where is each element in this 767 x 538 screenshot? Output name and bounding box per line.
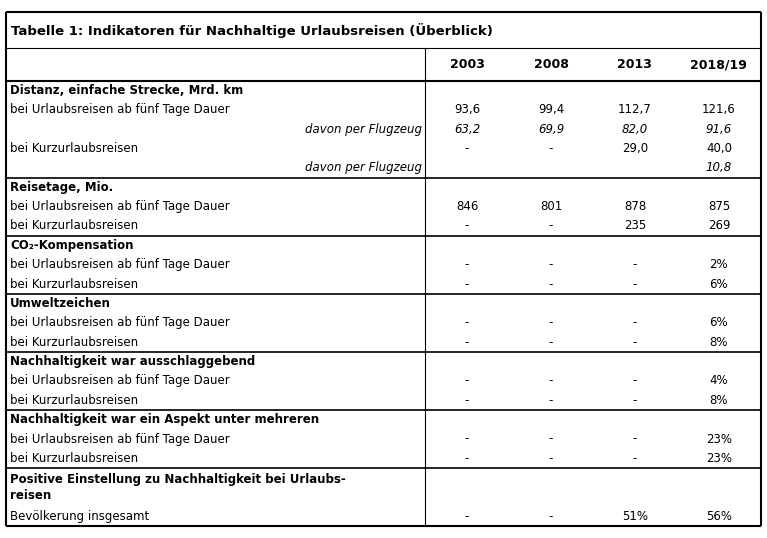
Text: bei Urlaubsreisen ab fünf Tage Dauer: bei Urlaubsreisen ab fünf Tage Dauer bbox=[10, 103, 230, 116]
Text: -: - bbox=[633, 336, 637, 349]
Text: -: - bbox=[548, 278, 553, 291]
Text: davon per Flugzeug: davon per Flugzeug bbox=[305, 161, 422, 174]
Text: -: - bbox=[465, 220, 469, 232]
Text: Nachhaltigkeit war ausschlaggebend: Nachhaltigkeit war ausschlaggebend bbox=[10, 355, 255, 368]
Text: -: - bbox=[548, 452, 553, 465]
Text: -: - bbox=[465, 510, 469, 523]
Text: -: - bbox=[465, 336, 469, 349]
Text: 6%: 6% bbox=[709, 316, 728, 329]
Text: 112,7: 112,7 bbox=[618, 103, 652, 116]
Text: -: - bbox=[465, 394, 469, 407]
Text: -: - bbox=[465, 433, 469, 445]
Text: -: - bbox=[548, 220, 553, 232]
Text: 2018/19: 2018/19 bbox=[690, 58, 747, 71]
Text: bei Kurzurlaubsreisen: bei Kurzurlaubsreisen bbox=[10, 336, 138, 349]
Text: 8%: 8% bbox=[709, 336, 728, 349]
Text: 69,9: 69,9 bbox=[538, 123, 564, 136]
Text: bei Urlaubsreisen ab fünf Tage Dauer: bei Urlaubsreisen ab fünf Tage Dauer bbox=[10, 200, 230, 213]
Text: 121,6: 121,6 bbox=[702, 103, 736, 116]
Text: bei Kurzurlaubsreisen: bei Kurzurlaubsreisen bbox=[10, 278, 138, 291]
Text: bei Kurzurlaubsreisen: bei Kurzurlaubsreisen bbox=[10, 220, 138, 232]
Text: 6%: 6% bbox=[709, 278, 728, 291]
Text: 878: 878 bbox=[624, 200, 646, 213]
Text: 23%: 23% bbox=[706, 452, 732, 465]
Text: 56%: 56% bbox=[706, 510, 732, 523]
Text: 2008: 2008 bbox=[534, 58, 568, 71]
Text: -: - bbox=[633, 374, 637, 387]
Text: -: - bbox=[633, 394, 637, 407]
Text: 29,0: 29,0 bbox=[622, 142, 648, 155]
Text: 2013: 2013 bbox=[617, 58, 653, 71]
Text: bei Urlaubsreisen ab fünf Tage Dauer: bei Urlaubsreisen ab fünf Tage Dauer bbox=[10, 433, 230, 445]
Text: 40,0: 40,0 bbox=[706, 142, 732, 155]
Text: bei Kurzurlaubsreisen: bei Kurzurlaubsreisen bbox=[10, 452, 138, 465]
Text: 82,0: 82,0 bbox=[622, 123, 648, 136]
Text: -: - bbox=[465, 452, 469, 465]
Text: davon per Flugzeug: davon per Flugzeug bbox=[305, 123, 422, 136]
Text: Nachhaltigkeit war ein Aspekt unter mehreren: Nachhaltigkeit war ein Aspekt unter mehr… bbox=[10, 413, 319, 426]
Text: 10,8: 10,8 bbox=[706, 161, 732, 174]
Text: -: - bbox=[548, 433, 553, 445]
Text: -: - bbox=[548, 336, 553, 349]
Text: -: - bbox=[548, 316, 553, 329]
Text: -: - bbox=[465, 258, 469, 271]
Text: 875: 875 bbox=[708, 200, 730, 213]
Text: 4%: 4% bbox=[709, 374, 728, 387]
Text: -: - bbox=[465, 374, 469, 387]
Text: -: - bbox=[548, 374, 553, 387]
Text: 51%: 51% bbox=[622, 510, 648, 523]
Text: Bevölkerung insgesamt: Bevölkerung insgesamt bbox=[10, 510, 150, 523]
Text: -: - bbox=[465, 316, 469, 329]
Text: -: - bbox=[548, 394, 553, 407]
Text: Umweltzeichen: Umweltzeichen bbox=[10, 297, 111, 310]
Text: CO₂-Kompensation: CO₂-Kompensation bbox=[10, 239, 133, 252]
Text: bei Urlaubsreisen ab fünf Tage Dauer: bei Urlaubsreisen ab fünf Tage Dauer bbox=[10, 316, 230, 329]
Text: -: - bbox=[633, 316, 637, 329]
Text: 801: 801 bbox=[540, 200, 562, 213]
Text: Tabelle 1: Indikatoren für Nachhaltige Urlaubsreisen (Überblick): Tabelle 1: Indikatoren für Nachhaltige U… bbox=[11, 23, 492, 38]
Text: bei Kurzurlaubsreisen: bei Kurzurlaubsreisen bbox=[10, 142, 138, 155]
Text: 99,4: 99,4 bbox=[538, 103, 564, 116]
Text: -: - bbox=[633, 433, 637, 445]
Text: 235: 235 bbox=[624, 220, 646, 232]
Text: -: - bbox=[633, 452, 637, 465]
Text: 93,6: 93,6 bbox=[454, 103, 480, 116]
Text: 91,6: 91,6 bbox=[706, 123, 732, 136]
Text: reisen: reisen bbox=[10, 489, 51, 501]
Text: Positive Einstellung zu Nachhaltigkeit bei Urlaubs-: Positive Einstellung zu Nachhaltigkeit b… bbox=[10, 473, 346, 486]
Text: -: - bbox=[548, 258, 553, 271]
Text: 846: 846 bbox=[456, 200, 478, 213]
Text: 2003: 2003 bbox=[449, 58, 485, 71]
Text: -: - bbox=[633, 258, 637, 271]
Text: 23%: 23% bbox=[706, 433, 732, 445]
Text: -: - bbox=[548, 510, 553, 523]
Text: bei Urlaubsreisen ab fünf Tage Dauer: bei Urlaubsreisen ab fünf Tage Dauer bbox=[10, 374, 230, 387]
Text: -: - bbox=[633, 278, 637, 291]
Text: Reisetage, Mio.: Reisetage, Mio. bbox=[10, 181, 114, 194]
Text: bei Urlaubsreisen ab fünf Tage Dauer: bei Urlaubsreisen ab fünf Tage Dauer bbox=[10, 258, 230, 271]
Text: -: - bbox=[548, 142, 553, 155]
Text: 63,2: 63,2 bbox=[454, 123, 480, 136]
Text: Distanz, einfache Strecke, Mrd. km: Distanz, einfache Strecke, Mrd. km bbox=[10, 84, 243, 97]
Text: bei Kurzurlaubsreisen: bei Kurzurlaubsreisen bbox=[10, 394, 138, 407]
Text: -: - bbox=[465, 278, 469, 291]
Text: 269: 269 bbox=[708, 220, 730, 232]
Text: 2%: 2% bbox=[709, 258, 728, 271]
Text: 8%: 8% bbox=[709, 394, 728, 407]
Text: -: - bbox=[465, 142, 469, 155]
